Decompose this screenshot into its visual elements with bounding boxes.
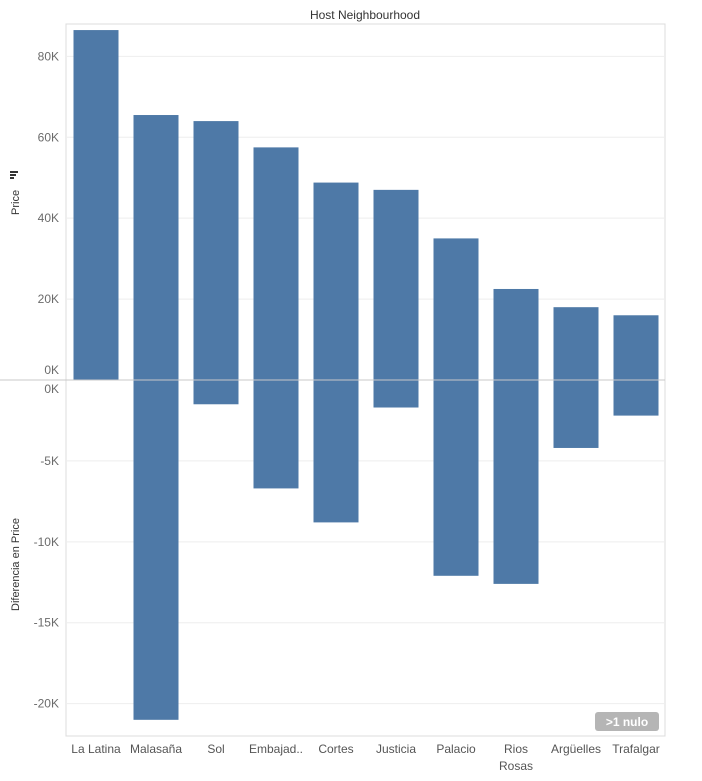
- x-tick-label: Argüelles: [551, 742, 601, 756]
- y-tick-label-price: 60K: [38, 130, 59, 144]
- bar-price[interactable]: [73, 30, 119, 381]
- y-ticks: 0K 20K 40K 60K 80K 0K -5K -10K -15K -20K: [34, 49, 59, 710]
- bar-diferencia[interactable]: [313, 380, 359, 523]
- x-labels: La Latina Malasaña Sol Embajad.. Cortes Justi…: [71, 742, 659, 773]
- x-tick-label: La Latina: [71, 742, 121, 756]
- null-badge[interactable]: >1 nulo: [595, 712, 659, 731]
- x-tick-label: Justicia: [376, 742, 416, 756]
- bar-price[interactable]: [313, 182, 359, 380]
- bar-diferencia[interactable]: [613, 380, 659, 416]
- bar-diferencia[interactable]: [133, 380, 179, 720]
- bar-price[interactable]: [493, 288, 539, 380]
- x-tick-label: Rios Rosas: [499, 742, 533, 773]
- bar-price[interactable]: [553, 307, 599, 380]
- bar-price[interactable]: [193, 121, 239, 380]
- y-tick-label-diferencia: 0K: [44, 382, 59, 396]
- y-tick-label-diferencia: -20K: [34, 697, 59, 711]
- bar-price[interactable]: [433, 238, 479, 380]
- y-tick-label-price: 20K: [38, 292, 59, 306]
- bar-price[interactable]: [133, 115, 179, 380]
- y-tick-label-price: 40K: [38, 211, 59, 225]
- x-tick-label: Malasaña: [130, 742, 182, 756]
- y-axis-label-price: Price: [10, 190, 22, 215]
- y-tick-label-price: 80K: [38, 49, 59, 63]
- bar-price[interactable]: [613, 315, 659, 380]
- chart-title: Host Neighbourhood: [310, 8, 420, 22]
- x-tick-label: Embajad..: [249, 742, 303, 756]
- bar-diferencia[interactable]: [253, 380, 299, 489]
- bar-diferencia[interactable]: [433, 380, 479, 576]
- y-tick-label-diferencia: -10K: [34, 535, 59, 549]
- bar-diferencia[interactable]: [493, 380, 539, 584]
- y-tick-label-diferencia: -5K: [40, 454, 59, 468]
- bar-diferencia[interactable]: [553, 380, 599, 448]
- bar-diferencia[interactable]: [373, 380, 419, 408]
- y-axis-label-diferencia: Diferencia en Price: [10, 518, 22, 611]
- y-tick-label-price: 0K: [44, 363, 59, 377]
- svg-text:>1 nulo: >1 nulo: [606, 715, 648, 729]
- bar-price[interactable]: [373, 189, 419, 380]
- x-tick-label: Palacio: [436, 742, 476, 756]
- sort-icon[interactable]: [10, 171, 18, 179]
- y-tick-label-diferencia: -15K: [34, 616, 59, 630]
- x-tick-label: Sol: [207, 742, 224, 756]
- x-tick-label: Trafalgar: [612, 742, 660, 756]
- bars: [73, 30, 659, 720]
- x-tick-label: Cortes: [318, 742, 353, 756]
- bar-diferencia[interactable]: [193, 380, 239, 405]
- bar-price[interactable]: [253, 147, 299, 380]
